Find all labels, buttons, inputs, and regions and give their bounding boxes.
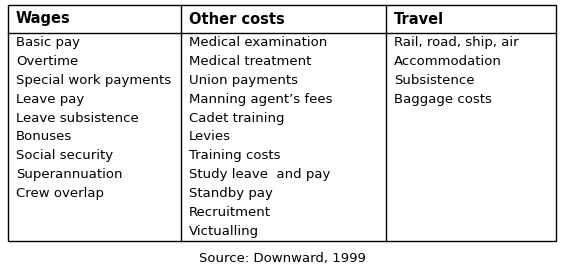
Text: Social security: Social security	[16, 149, 113, 162]
Text: Study leave  and pay: Study leave and pay	[188, 168, 330, 181]
Text: Overtime: Overtime	[16, 55, 78, 68]
Bar	[8, 5, 556, 241]
Text: Wages: Wages	[16, 11, 70, 27]
Text: Source: Downward, 1999: Source: Downward, 1999	[199, 252, 365, 265]
Text: Subsistence: Subsistence	[394, 74, 475, 87]
Text: Leave pay: Leave pay	[16, 93, 84, 106]
Text: Manning agent’s fees: Manning agent’s fees	[188, 93, 332, 106]
Text: Other costs: Other costs	[188, 11, 284, 27]
Text: Accommodation: Accommodation	[394, 55, 502, 68]
Text: Medical treatment: Medical treatment	[188, 55, 311, 68]
Text: Superannuation: Superannuation	[16, 168, 122, 181]
Text: Standby pay: Standby pay	[188, 187, 272, 200]
Text: Bonuses: Bonuses	[16, 131, 72, 144]
Text: Training costs: Training costs	[188, 149, 280, 162]
Text: Leave subsistence: Leave subsistence	[16, 112, 139, 125]
Text: Cadet training: Cadet training	[188, 112, 284, 125]
Text: Recruitment: Recruitment	[188, 206, 271, 219]
Text: Baggage costs: Baggage costs	[394, 93, 492, 106]
Text: Union payments: Union payments	[188, 74, 298, 87]
Text: Rail, road, ship, air: Rail, road, ship, air	[394, 36, 519, 49]
Text: Victualling: Victualling	[188, 225, 259, 238]
Text: Basic pay: Basic pay	[16, 36, 80, 49]
Text: Crew overlap: Crew overlap	[16, 187, 104, 200]
Text: Travel: Travel	[394, 11, 444, 27]
Text: Special work payments: Special work payments	[16, 74, 171, 87]
Text: Medical examination: Medical examination	[188, 36, 327, 49]
Text: Levies: Levies	[188, 131, 231, 144]
